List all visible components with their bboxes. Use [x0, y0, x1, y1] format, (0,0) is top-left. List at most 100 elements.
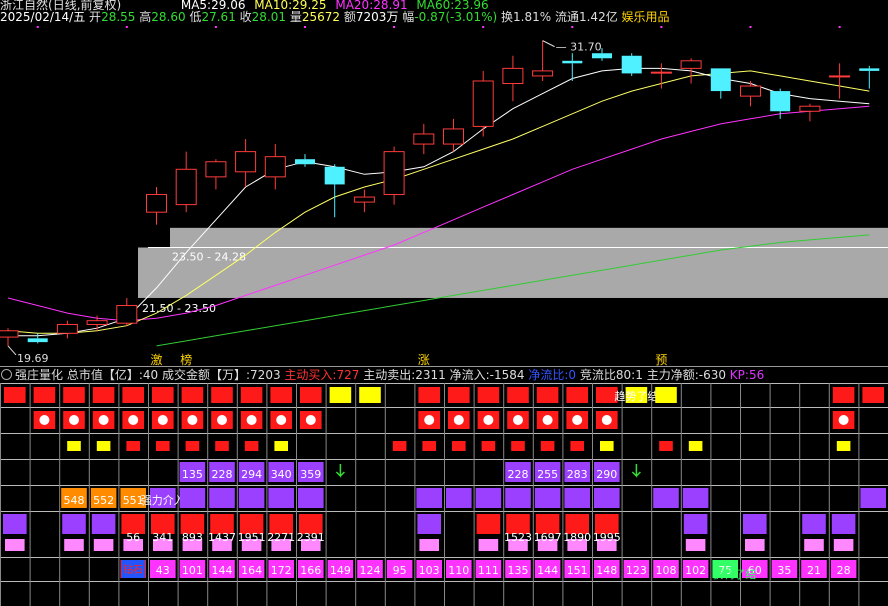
cell-block [535, 514, 560, 534]
cell-block-lower [153, 539, 173, 551]
open-value: 28.55 [101, 10, 136, 24]
candle[interactable] [829, 63, 851, 99]
indicator-cell: 228 [505, 462, 531, 482]
candle[interactable] [592, 48, 612, 61]
indicator-cell [240, 387, 263, 403]
indicator-cell: 102 [682, 560, 709, 578]
candle[interactable] [235, 139, 257, 187]
cell-block [832, 387, 855, 403]
candle[interactable] [86, 315, 108, 331]
candle[interactable] [799, 103, 821, 122]
candle[interactable] [680, 58, 702, 84]
indicator-cell [564, 488, 590, 508]
candle[interactable] [650, 63, 672, 89]
cell-dot [483, 415, 494, 425]
candle[interactable] [383, 146, 405, 205]
cell-label: 强力介入 [141, 494, 185, 507]
indicator-cell [511, 441, 525, 451]
stock-name[interactable]: 浙江自然 [0, 0, 49, 12]
cell-block [534, 488, 561, 508]
cell-block [181, 387, 204, 403]
cell-label: 75 [718, 564, 732, 577]
candle[interactable] [264, 144, 286, 190]
cell-label: 164 [241, 564, 262, 577]
amount-value: 7203万 [355, 10, 399, 24]
indicator-cell: 1995 [593, 514, 621, 551]
indicator-cell [270, 387, 292, 403]
indicator-cell: 21 [801, 560, 827, 578]
indicator-cell: 60 [742, 560, 768, 578]
candle-body [175, 168, 197, 206]
candle[interactable] [770, 88, 791, 119]
indicator-cell [688, 441, 703, 451]
cell-label: 108 [656, 564, 677, 577]
buy-value: 727 [336, 368, 360, 382]
candle[interactable] [413, 123, 435, 155]
cell-label: 294 [241, 468, 262, 481]
cell-block [392, 441, 407, 451]
candle[interactable] [56, 320, 78, 339]
indicator-cell [600, 441, 614, 451]
turnover-value: 1.81% [513, 10, 552, 24]
candle[interactable] [710, 68, 731, 99]
indicator-cell: 148 [594, 560, 620, 578]
indicator-cell [566, 411, 588, 429]
cell-block [566, 387, 588, 403]
candle[interactable] [175, 151, 197, 213]
cell-label: 111 [478, 564, 499, 577]
cell-block [570, 441, 584, 451]
indicator-cell [270, 411, 292, 429]
indicator-cell: 56 [121, 514, 145, 551]
candle[interactable] [295, 154, 315, 167]
indicator-toggle-icon[interactable] [1, 369, 12, 380]
cell-dot [453, 415, 464, 425]
cell-block [475, 488, 502, 508]
main-value: -630 [698, 368, 726, 382]
indicator-name[interactable]: 强庄量化 [15, 368, 64, 382]
cell-block [268, 488, 294, 508]
candle[interactable] [472, 70, 494, 137]
cell-block [418, 387, 440, 403]
candle[interactable] [532, 40, 554, 81]
candle[interactable] [621, 53, 642, 76]
candle[interactable] [740, 80, 761, 107]
indicator-cell: 1523 [504, 514, 532, 551]
main-label: 主力净额: [646, 368, 699, 382]
candle[interactable] [0, 328, 19, 346]
candle-body [0, 330, 19, 338]
candle[interactable] [562, 53, 583, 81]
cell-block [688, 441, 703, 451]
cell-label: 60 [748, 564, 762, 577]
indicator-header: 强庄量化 总市值【亿】:40 成交金额【万】:7203 主动买入:727 主动卖… [0, 367, 888, 383]
candle[interactable] [146, 186, 167, 225]
indicator-cell [534, 488, 561, 508]
candle[interactable] [27, 333, 48, 344]
candle[interactable] [116, 297, 138, 326]
cell-block [830, 560, 857, 578]
change-label: 幅 [402, 10, 415, 24]
candle[interactable] [859, 65, 880, 89]
candle[interactable] [205, 159, 227, 190]
candle[interactable] [324, 164, 345, 218]
cell-label: 341 [152, 531, 173, 544]
sell-label: 主动卖出: [363, 368, 416, 382]
indicator-cell [422, 441, 436, 451]
cell-label: 28 [837, 564, 851, 577]
indicator-cell [743, 514, 767, 551]
kline-chart[interactable]: 23.50 - 24.28 21.50 - 23.50 — 31.70 19.69 激 榜… [0, 0, 888, 366]
industry-tag[interactable]: 娱乐用品 [621, 10, 670, 24]
cell-block [801, 560, 827, 578]
low-label: 低 [189, 10, 202, 24]
open-label: 开 [89, 10, 102, 24]
indicator-cell [505, 488, 531, 508]
ratio-label: 净流比: [528, 368, 569, 382]
indicator-cell [211, 387, 233, 403]
volume-value: 25672 [301, 10, 341, 24]
candle[interactable] [353, 189, 375, 213]
candle[interactable] [502, 55, 524, 102]
cell-block [327, 560, 354, 578]
candle[interactable] [443, 118, 464, 152]
cell-block [683, 514, 708, 534]
indicator-cell: 2271 [267, 514, 295, 551]
cell-label: 101 [182, 564, 203, 577]
